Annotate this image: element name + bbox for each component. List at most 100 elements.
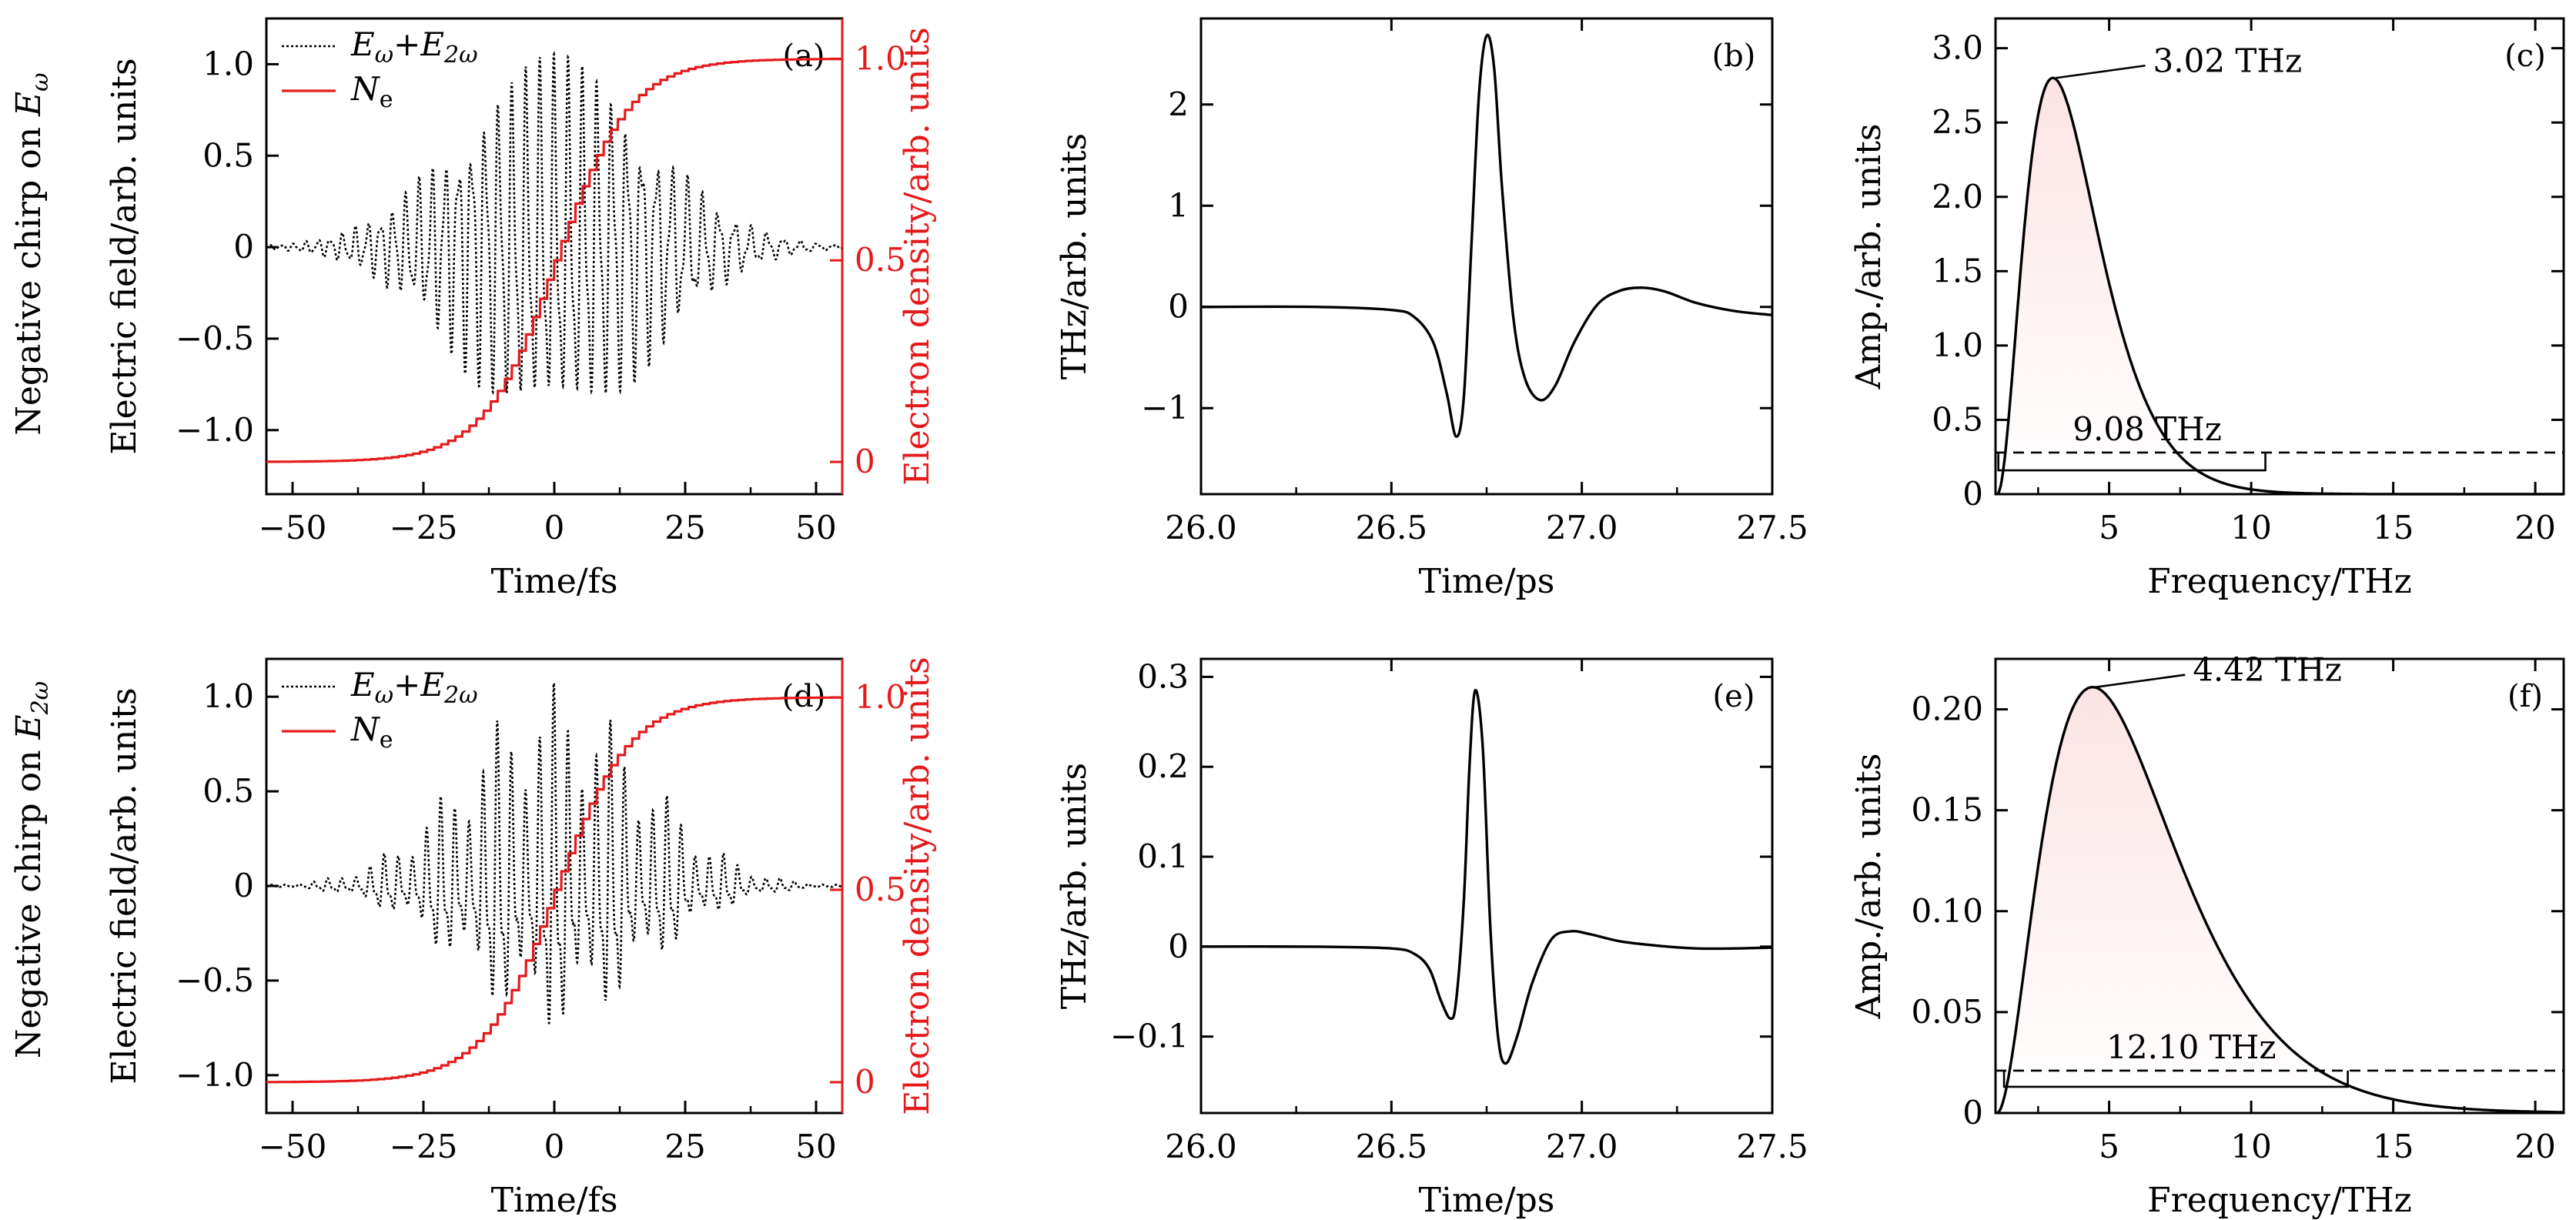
y-tick-label: −1.0 [176, 411, 254, 449]
x-tick-label: −25 [390, 509, 458, 546]
y-tick-label: 0.10 [1911, 892, 1983, 930]
x-axis-title: Time/fs [491, 562, 618, 601]
x-tick-label: −50 [259, 1128, 327, 1165]
y-tick-label: 0 [233, 228, 254, 266]
x-axis-title: Time/fs [491, 1181, 618, 1220]
x-tick-label: 5 [2099, 1128, 2119, 1165]
spectrum-area [1996, 687, 2564, 1113]
y-right-tick-label: 0 [855, 443, 875, 480]
x-tick-label: 27.5 [1736, 1128, 1808, 1165]
legend-label-part: E [350, 25, 375, 63]
spectrum-area [1996, 78, 2564, 495]
plot-frame [1994, 657, 2565, 1115]
y-tick-label: 0.05 [1911, 993, 1983, 1031]
legend-label-part: E [420, 666, 444, 704]
row-label-top-sub: ω [27, 72, 54, 91]
y-tick-label: 1.0 [202, 677, 254, 715]
legend-label-part: e [380, 727, 393, 754]
x-tick-label: 15 [2373, 1128, 2414, 1165]
legend-label-part: ω [375, 682, 393, 709]
x-tick-label: 0 [544, 1128, 565, 1165]
panel-c: 5 10 15 20 0 0.5 1.0 1.5 2.0 2.5 3.0 Frequency/THz A… [1849, 17, 2565, 601]
y-tick-label: 0.1 [1137, 837, 1189, 875]
y-tick-label: −0.5 [176, 961, 254, 999]
x-tick-label: −25 [390, 1128, 458, 1165]
legend-label-part: ω [375, 42, 393, 69]
x-tick-label: 10 [2230, 509, 2271, 546]
y-tick-label: 0.5 [202, 772, 254, 810]
x-tick-label: 25 [664, 509, 705, 546]
x-axis-title: Time/ps [1419, 562, 1555, 601]
row-label-bottom-symbol: E [9, 714, 49, 740]
series-thz-line [1200, 33, 1773, 438]
x-tick-label: 27.5 [1736, 509, 1808, 546]
peak-label: 4.42 THz [2193, 651, 2342, 689]
y-right-axis-title: Electron density/arb. units [898, 27, 937, 485]
legend-label-density: Ne [350, 710, 393, 754]
legend-label-part: E [420, 25, 444, 63]
row-label-bottom-sub: 2ω [27, 681, 54, 716]
x-tick-label: 26.5 [1356, 509, 1428, 546]
panel-f: 5 10 15 20 0 0.05 0.10 0.15 0.20 Frequency/THz Amp… [1849, 651, 2565, 1220]
legend-label-part: 2ω [443, 42, 478, 69]
row-label-top-prefix: Negative chirp on [9, 116, 49, 436]
legend-label-part: E [350, 666, 375, 704]
y-tick-label: 0.2 [1137, 747, 1189, 785]
x-tick-label: 20 [2514, 509, 2555, 546]
row-label-top: Negative chirp on Eω [9, 72, 54, 435]
y-right-axis-title: Electron density/arb. units [898, 657, 937, 1115]
y-tick-label: −0.5 [176, 319, 254, 357]
y-axis-title: THz/arb. units [1055, 763, 1094, 1009]
y-right-tick-label: 0 [855, 1063, 875, 1101]
x-tick-label: 26.0 [1165, 1128, 1237, 1165]
x-tick-label: 27.0 [1546, 509, 1618, 546]
x-axis-title: Frequency/THz [2147, 1181, 2412, 1220]
panel-letter: (b) [1712, 38, 1756, 74]
y-tick-label: 2.5 [1932, 103, 1983, 141]
series-density-line [266, 57, 842, 463]
x-tick-label: 26.0 [1165, 509, 1237, 546]
row-label-bottom: Negative chirp on E2ω [9, 681, 54, 1058]
x-axis-title: Time/ps [1419, 1181, 1555, 1220]
peak-leader [2056, 64, 2146, 79]
panel-d: −50 −25 0 25 50 −1.0 −0.5 0 0.5 1.0 Time/fs Electri… [105, 657, 937, 1220]
x-tick-label: 15 [2373, 509, 2414, 546]
panel-e: 26.0 26.5 27.0 27.5 −0.1 0 0.1 0.2 0.3 Time/ps THz… [1055, 657, 1808, 1220]
y-tick-label: −0.1 [1110, 1018, 1189, 1055]
series-spectrum-line [1996, 686, 2564, 1115]
panel-a: −50 −25 0 25 50 −1.0 −0.5 0 0.5 1.0 Time/fs Electri… [105, 17, 937, 601]
y-tick-label: 3.0 [1932, 29, 1983, 67]
x-tick-label: −50 [259, 509, 327, 546]
y-axis-title: Electric field/arb. units [105, 58, 144, 454]
plot-frame [1199, 17, 1774, 496]
legend-label-part: N [350, 710, 380, 748]
panel-letter: (a) [782, 38, 825, 74]
y-tick-label: −1.0 [176, 1056, 254, 1094]
peak-leader [2096, 674, 2186, 688]
y-tick-label: 1.0 [202, 45, 254, 82]
y-right-tick-label: 0.5 [855, 241, 906, 279]
x-tick-label: 27.0 [1546, 1128, 1618, 1165]
y-tick-label: 0.20 [1911, 690, 1983, 728]
y-tick-label: 0 [233, 867, 254, 904]
peak-label: 3.02 THz [2153, 42, 2303, 79]
y-axis-title: Electric field/arb. units [105, 687, 144, 1084]
y-tick-label: 2 [1168, 85, 1189, 123]
plot-frame [1199, 657, 1774, 1115]
y-tick-label: 0 [1962, 1094, 1983, 1131]
x-tick-label: 50 [795, 1128, 836, 1165]
y-tick-label: 1 [1168, 186, 1189, 224]
y-tick-label: 0.5 [1932, 400, 1983, 438]
x-axis-title: Frequency/THz [2147, 562, 2412, 601]
y-right-tick-label: 1.0 [855, 678, 906, 716]
x-tick-label: 50 [795, 509, 836, 546]
bandwidth-label: 12.10 THz [2106, 1028, 2276, 1066]
legend-label-field: Eω+E2ω [350, 25, 478, 69]
y-tick-label: 0 [1168, 288, 1189, 326]
legend-label-part: N [350, 70, 380, 108]
y-tick-label: 0 [1168, 928, 1189, 965]
y-right-tick-label: 1.0 [855, 39, 906, 77]
